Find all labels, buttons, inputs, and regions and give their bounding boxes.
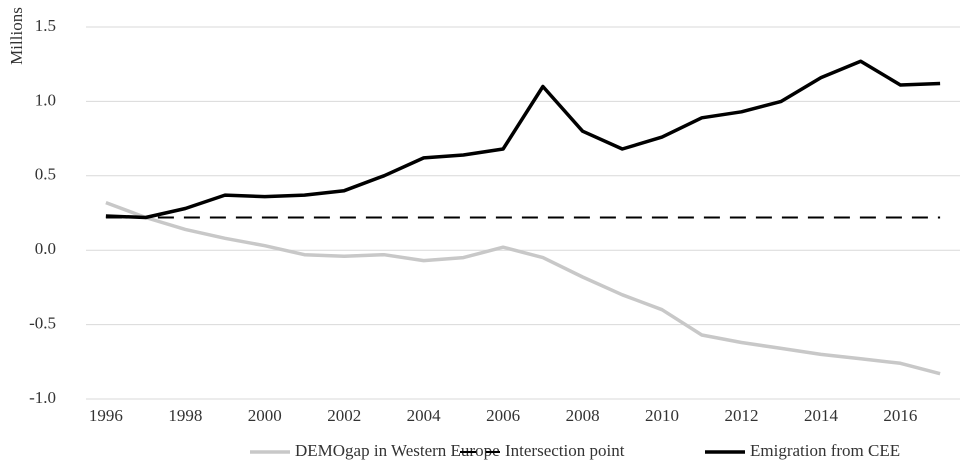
x-tick-label: 2014: [804, 406, 839, 425]
x-tick-label: 2012: [725, 406, 759, 425]
y-tick-label: 1.5: [35, 16, 56, 35]
x-tick-label: 2008: [566, 406, 600, 425]
x-tick-label: 2000: [248, 406, 282, 425]
legend-label: Intersection point: [505, 441, 625, 460]
x-tick-label: 2004: [407, 406, 442, 425]
x-tick-label: 1998: [168, 406, 202, 425]
x-tick-label: 2002: [327, 406, 361, 425]
x-tick-label: 2006: [486, 406, 520, 425]
y-tick-label: 0.5: [35, 165, 56, 184]
x-tick-label: 2016: [883, 406, 917, 425]
y-tick-label: 0.0: [35, 239, 56, 258]
series-line: [105, 59, 941, 220]
series-line: [105, 200, 941, 376]
y-tick-label: -1.0: [29, 388, 56, 407]
x-tick-label: 1996: [89, 406, 123, 425]
x-tick-label: 2010: [645, 406, 679, 425]
y-axis-label: Millions: [7, 7, 26, 65]
y-tick-label: 1.0: [35, 90, 56, 109]
legend-label: DEMOgap in Western Europe: [295, 441, 500, 460]
legend-label: Emigration from CEE: [750, 441, 900, 460]
y-tick-label: -0.5: [29, 314, 56, 333]
